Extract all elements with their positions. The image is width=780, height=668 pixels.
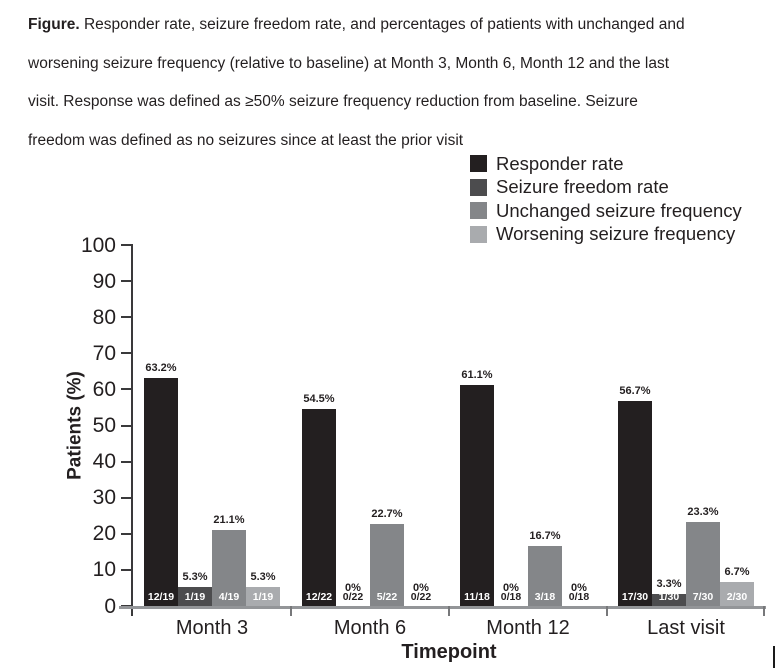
bar (618, 401, 652, 606)
legend-item-label: Unchanged seizure frequency (496, 199, 742, 221)
y-axis-tick-label: 20 (92, 522, 116, 546)
x-category-label: Month 3 (175, 617, 249, 639)
y-axis-tick (121, 280, 131, 283)
bar-value-label: 5.3% (182, 571, 208, 583)
y-axis-tick-label: 100 (80, 233, 116, 257)
bar-value-label: 21.1% (213, 514, 245, 526)
bar-value-label: 23.3% (687, 506, 719, 518)
bar-fraction-label: 12/22 (305, 591, 333, 603)
y-axis-tick-label: 80 (92, 305, 116, 329)
x-axis-tick (290, 606, 292, 616)
legend-item: Responder rate (470, 152, 742, 176)
bar-fraction-label: 5/22 (376, 591, 398, 603)
legend-swatch (470, 225, 487, 243)
bar-fraction-label: 12/19 (147, 591, 175, 603)
legend-item-label: Worsening seizure frequency (496, 223, 736, 245)
bar-fraction-label: 11/18 (464, 591, 490, 603)
bar-value-label: 63.2% (145, 362, 177, 374)
y-axis-tick-label: 70 (92, 341, 116, 365)
bar-fraction-label: 1/30 (658, 591, 680, 603)
bar-value-label: 0% (413, 582, 429, 594)
y-axis-tick (121, 388, 131, 391)
bar-fraction-label: 0/22 (410, 591, 432, 603)
bar-fraction-label: 17/30 (621, 591, 649, 603)
bar-fraction-label: 1/19 (252, 591, 274, 603)
figure-label: Figure. (28, 16, 80, 33)
bar-fraction-label: 0/22 (342, 591, 364, 603)
bar (246, 587, 280, 606)
bar (460, 385, 494, 606)
bar (720, 582, 754, 606)
bar-fraction-label: 3/18 (534, 591, 556, 603)
x-axis-title: Timepoint (401, 641, 497, 663)
y-axis-tick (121, 352, 131, 355)
y-axis-tick-label: 40 (92, 450, 116, 474)
bar (652, 594, 686, 606)
legend-item-label: Seizure freedom rate (496, 176, 669, 198)
bar (686, 522, 720, 606)
bar (370, 524, 404, 606)
caption-line-2: worsening seizure frequency (relative to… (28, 54, 670, 72)
legend-item: Seizure freedom rate (470, 176, 742, 200)
y-axis-tick-label: 10 (92, 558, 116, 582)
y-axis-tick-label: 90 (92, 269, 116, 293)
bar-fraction-label: 7/30 (692, 591, 714, 603)
legend-item: Worsening seizure frequency (470, 223, 742, 247)
x-axis-tick (606, 606, 608, 616)
y-axis-line (131, 244, 133, 616)
y-axis-tick-label: 60 (92, 377, 116, 401)
y-axis-tick (121, 460, 131, 463)
y-axis-tick (121, 424, 131, 427)
y-axis-tick-label: 0 (104, 594, 116, 618)
y-axis-tick-label: 30 (92, 486, 116, 510)
bar-value-label: 16.7% (529, 530, 561, 542)
bar-fraction-label: 0/18 (500, 591, 522, 603)
x-axis-tick (763, 606, 765, 616)
y-axis-tick (121, 316, 131, 319)
y-axis-tick-label: 50 (92, 414, 116, 437)
bar-value-label: 0% (503, 582, 519, 594)
bar-value-label: 54.5% (303, 393, 335, 405)
legend-swatch (470, 202, 487, 220)
bar (302, 409, 336, 606)
bar (144, 378, 178, 606)
x-category-label: Last visit (647, 617, 725, 639)
legend-item-label: Responder rate (496, 152, 624, 174)
caption-line-3: visit. Response was defined as ≥50% seiz… (28, 93, 638, 110)
bar-value-label: 0% (571, 582, 587, 594)
legend-item: Unchanged seizure frequency (470, 199, 742, 223)
bar (212, 530, 246, 606)
legend-swatch (470, 178, 487, 196)
bar-value-label: 22.7% (371, 508, 403, 520)
y-axis-tick (121, 568, 131, 571)
y-axis-tick (121, 496, 131, 499)
bar-value-label: 3.3% (656, 578, 682, 590)
caption-line-1-text: Responder rate, seizure freedom rate, an… (79, 16, 685, 33)
caption-line-1: Figure. Responder rate, seizure freedom … (28, 6, 778, 45)
y-axis-tick (121, 244, 131, 246)
bar-fraction-label: 0/18 (568, 591, 590, 603)
y-axis-tick (121, 532, 131, 535)
figure-caption: Figure. Responder rate, seizure freedom … (28, 6, 778, 160)
caption-line-4: freedom was defined as no seizures since… (28, 131, 464, 149)
legend-swatch (470, 155, 487, 173)
x-axis-tick (448, 606, 450, 616)
bar-fraction-label: 2/30 (726, 591, 748, 603)
bar-value-label: 6.7% (724, 566, 750, 578)
bar-value-label: 61.1% (461, 369, 493, 381)
bar-value-label: 56.7% (619, 385, 651, 397)
cursor-mark (773, 646, 775, 668)
bar-fraction-label: 1/19 (184, 591, 206, 603)
bar (178, 587, 212, 606)
x-category-label: Month 12 (486, 617, 570, 639)
x-category-label: Month 6 (333, 617, 407, 639)
bar-fraction-label: 4/19 (218, 591, 240, 603)
bar-value-label: 5.3% (250, 571, 276, 583)
chart-legend: Responder rate Seizure freedom rate Unchan… (470, 152, 742, 246)
bar-value-label: 0% (345, 582, 361, 594)
x-axis-line (119, 606, 766, 609)
bar (528, 546, 562, 606)
